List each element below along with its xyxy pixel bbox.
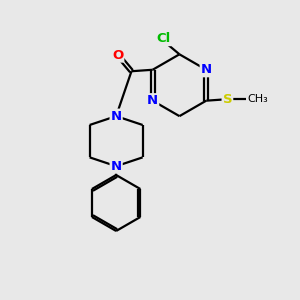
Text: O: O — [112, 49, 123, 62]
Text: N: N — [111, 110, 122, 123]
Text: CH₃: CH₃ — [247, 94, 268, 104]
Text: N: N — [147, 94, 158, 107]
Text: N: N — [111, 160, 122, 173]
Text: S: S — [223, 93, 232, 106]
Text: N: N — [201, 63, 212, 76]
Text: Cl: Cl — [157, 32, 171, 45]
